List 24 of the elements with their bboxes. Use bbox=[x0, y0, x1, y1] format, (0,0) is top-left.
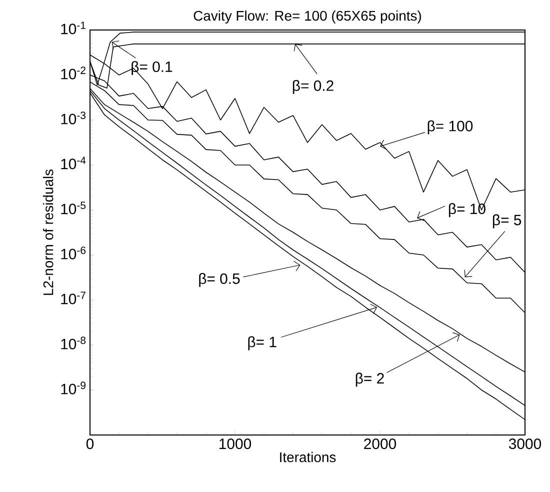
y-tick-label: 10$^{-2}$ bbox=[61, 66, 86, 80]
annotation: β= 0.1 bbox=[132, 61, 172, 75]
y-tick-label: 10$^{-5}$ bbox=[61, 202, 86, 214]
x-axis-title: Iterations bbox=[280, 452, 336, 462]
x-tick-label: 3000 bbox=[508, 438, 542, 450]
annotation: β= 10 bbox=[448, 203, 486, 218]
annotation: β= 0.2 bbox=[292, 80, 334, 94]
annotation: β= 0.5 bbox=[199, 273, 240, 287]
y-axis-title: L2-norm of residuals bbox=[42, 169, 54, 295]
y-tick-label: 10$^{-4}$ bbox=[61, 156, 86, 170]
y-tick-label: 10$^{-8}$ bbox=[61, 336, 86, 350]
x-tick-label: 1000 bbox=[220, 438, 252, 450]
y-tick-label: 10$^{-7}$ bbox=[61, 292, 86, 304]
y-tick-label: 10$^{-6}$ bbox=[61, 246, 86, 260]
annotation: β= 100 bbox=[428, 120, 473, 134]
annotation: β= 5 bbox=[492, 214, 522, 228]
annotation: β= 1 bbox=[248, 336, 276, 350]
annotation: β= 2 bbox=[356, 372, 384, 387]
x-tick-label: 2000 bbox=[364, 438, 396, 450]
x-tick-label: 0 bbox=[86, 438, 94, 450]
y-tick-label: 10$^{-9}$ bbox=[61, 382, 86, 394]
y-tick-label: 10$^{-3}$ bbox=[61, 112, 86, 124]
y-tick-label: 10$^{-1}$ bbox=[61, 22, 86, 34]
chart-title: Cavity Flow: Re= 100 (65X65 points) bbox=[194, 10, 422, 24]
